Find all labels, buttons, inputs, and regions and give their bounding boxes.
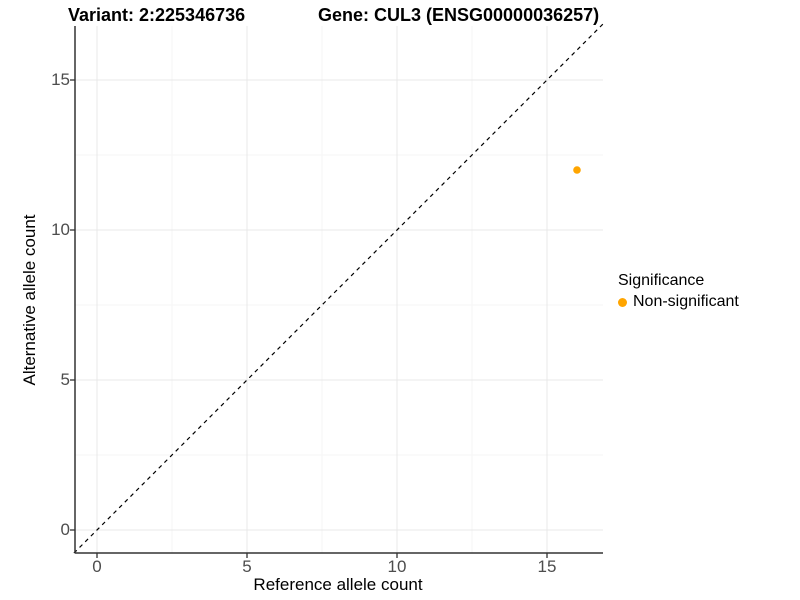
x-tick-label: 15 <box>537 557 557 576</box>
y-tick-label: 15 <box>51 70 70 89</box>
legend-item-label: Non-significant <box>633 293 739 310</box>
x-tick-label: 5 <box>242 557 252 576</box>
x-tick-label: 0 <box>92 557 102 576</box>
y-tick-label: 10 <box>51 220 70 239</box>
x-axis-title: Reference allele count <box>253 575 423 594</box>
data-point <box>573 166 581 174</box>
legend: Significance Non-significant <box>618 272 739 311</box>
legend-item: Non-significant <box>618 293 739 311</box>
identity-line <box>73 23 604 554</box>
legend-title: Significance <box>618 272 705 289</box>
y-tick-label: 0 <box>60 520 70 539</box>
legend-point-icon <box>618 297 627 307</box>
x-tick-label: 10 <box>387 557 407 576</box>
gene-title: Gene: CUL3 (ENSG00000036257) <box>318 5 600 25</box>
y-tick-label: 5 <box>60 370 70 389</box>
y-axis-title: Alternative allele count <box>20 214 39 386</box>
variant-title: Variant: 2:225346736 <box>68 5 246 25</box>
